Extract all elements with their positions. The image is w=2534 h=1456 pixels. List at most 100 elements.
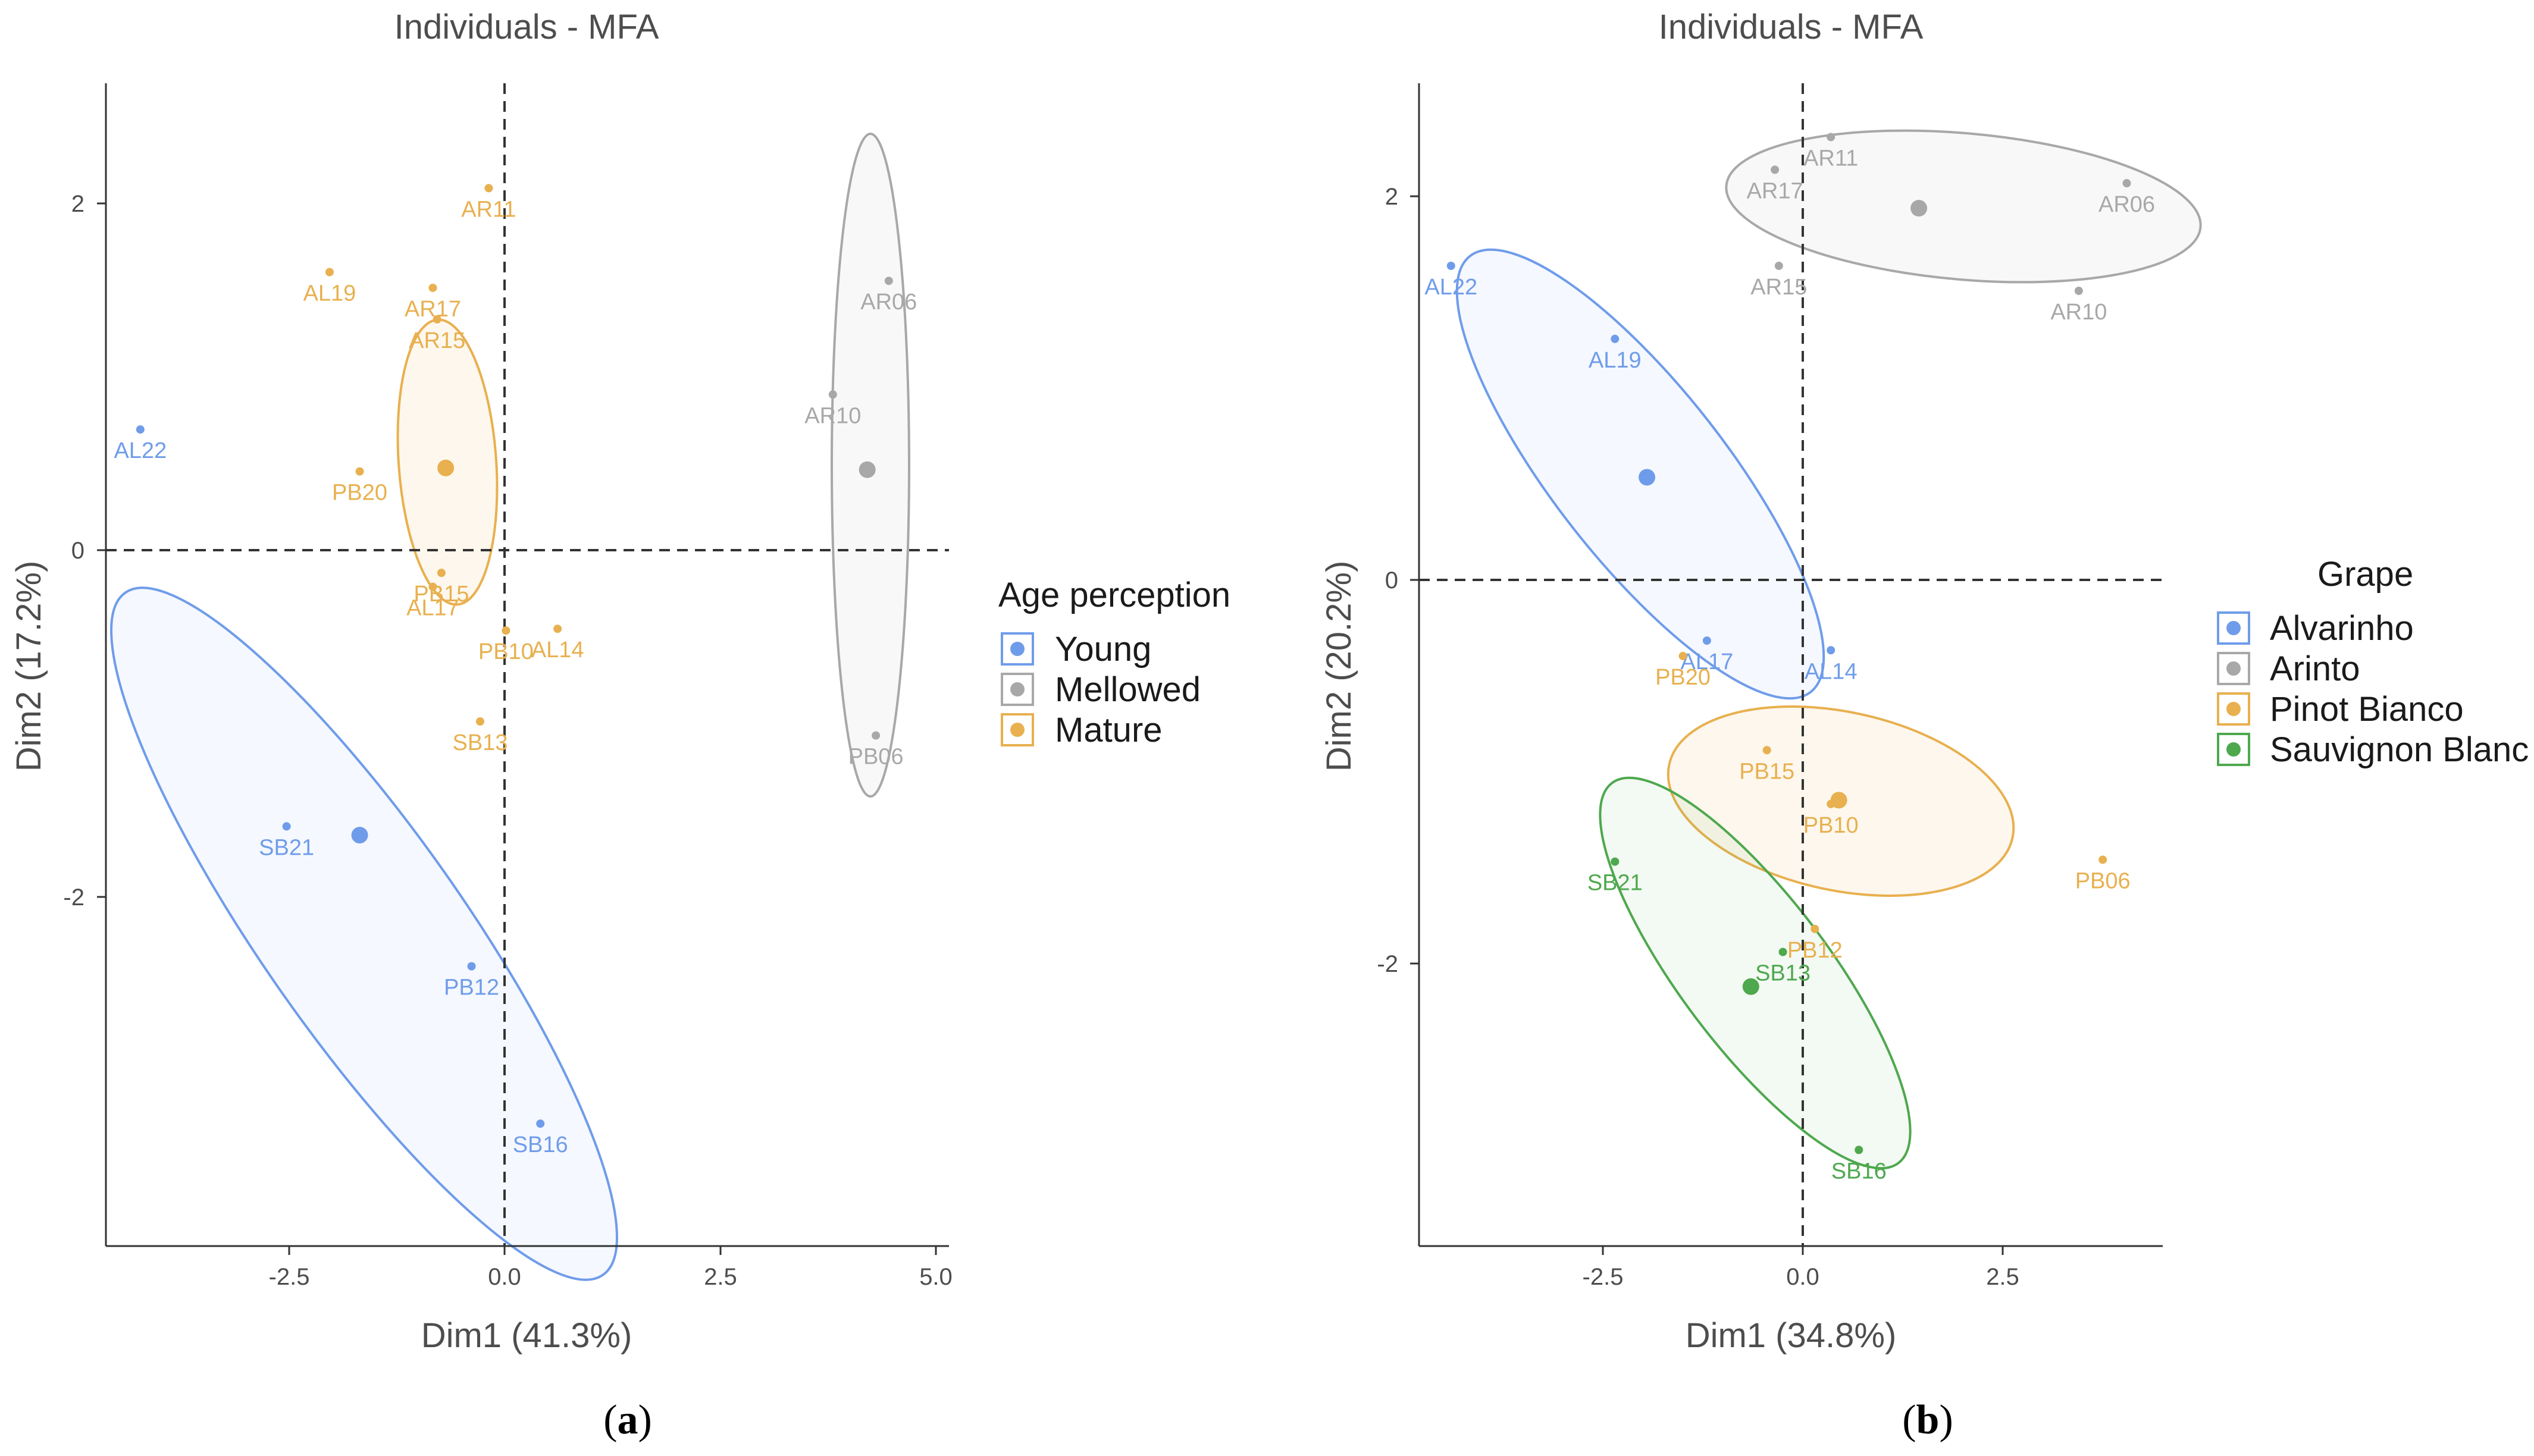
panel-caption-a: (a) [603,1397,652,1443]
point-pb10 [1827,799,1835,808]
point-al19 [1611,334,1620,343]
point-label-ar06: AR06 [2098,192,2155,217]
point-label-al22: AL22 [1424,275,1477,300]
point-ar15 [1774,261,1783,270]
y-tick-0: 0 [1385,567,1419,594]
legend-item-sauvignon-blanc: Sauvignon Blanc [2217,730,2529,769]
point-label-pb06: PB06 [848,745,904,770]
point-label-ar06: AR06 [860,290,917,315]
x-tick-label: -2.5 [1583,1264,1624,1290]
point-sb21 [1611,857,1620,866]
panel-a-chart: Individuals - MFA -2.5 0.0 2.5 5.0 2 0 -… [10,8,1230,1443]
point-sb13 [475,717,484,726]
point-label-ar17: AR17 [1747,178,1803,203]
chart-title: Individuals - MFA [1659,8,1924,46]
point-label-ar10: AR10 [2050,300,2107,325]
y-tick-neg2: -2 [1377,951,1419,977]
point-pb15 [1762,746,1771,755]
point-label-ar11: AR11 [461,197,516,222]
point-ar15 [433,315,441,324]
panel-b-chart: Individuals - MFA -2.5 0.0 2.5 2 0 -2 AL… [1320,8,2529,1443]
x-tick-2.5: 2.5 [704,1246,737,1290]
legend-title: Age perception [998,576,1230,614]
y-tick-label: 0 [1385,567,1398,594]
centroid-young [351,827,368,844]
point-label-pb12: PB12 [444,975,499,1000]
point-ar11 [1827,133,1835,142]
legend-label: Arinto [2270,649,2360,688]
legend-item-alvarinho: Alvarinho [2217,609,2414,648]
point-ar06 [884,277,893,285]
point-al19 [325,268,334,277]
point-al17 [428,582,437,591]
point-pb20 [355,467,364,476]
point-pb06 [2098,855,2107,864]
point-ar10 [2074,286,2083,295]
point-pb12 [467,962,476,971]
axes: -2.5 0.0 2.5 2 0 -2 [1377,83,2163,1290]
y-tick-label: -2 [63,884,84,911]
x-tick-2.5-neg: -2.5 [1583,1246,1624,1290]
point-label-sb21: SB21 [1587,871,1643,896]
y-tick-2: 2 [1385,184,1419,210]
point-pb20 [1678,651,1687,660]
y-tick-label: -2 [1377,951,1398,977]
point-label-ar15: AR15 [409,328,465,353]
point-label-sb13: SB13 [452,730,508,755]
point-label-pb06: PB06 [2075,868,2131,893]
point-label-ar11: AR11 [1803,146,1858,171]
point-sb21 [282,822,291,831]
point-label-al22: AL22 [114,438,167,463]
confidence-ellipses [1455,129,2202,1170]
x-tick-label: 5.0 [919,1264,953,1290]
centroid-alvarinho [1639,469,1656,486]
legend-label: Pinot Bianco [2270,690,2464,729]
x-tick-label: -2.5 [269,1264,310,1290]
point-ar11 [484,184,493,193]
y-tick-neg2: -2 [63,884,106,911]
x-tick-label: 2.5 [704,1264,737,1290]
point-label-sb16: SB16 [1831,1159,1887,1184]
y-axis-label: Dim2 (20.2%) [1320,561,1358,772]
x-tick-label: 2.5 [1986,1264,2019,1290]
point-label-pb10: PB10 [1803,813,1859,838]
point-sb16 [536,1119,545,1128]
legend-label: Alvarinho [2270,609,2414,648]
legend-item-mellowed: Mellowed [1001,670,1201,709]
point-label-sb13: SB13 [1755,961,1811,986]
point-label-pb15: PB15 [1739,759,1794,784]
centroid-arinto [1910,200,1928,217]
axes: -2.5 0.0 2.5 5.0 2 0 -2 [63,83,953,1290]
point-al17 [1702,636,1711,645]
x-tick-label: 0.0 [1786,1264,1819,1290]
point-label-sb21: SB21 [259,835,314,860]
point-label-al17: AL17 [406,596,459,621]
point-ar17 [1771,165,1780,174]
point-al22 [1446,261,1455,270]
y-axis-label: Dim2 (17.2%) [10,561,48,772]
point-pb06 [872,731,881,740]
point-label-pb12: PB12 [1787,938,1843,963]
point-label-al19: AL19 [1589,348,1642,373]
legend: Grape Alvarinho Arinto Pinot Bianco Sauv… [2217,555,2529,769]
y-tick-2: 2 [71,191,106,217]
y-tick-label: 0 [71,538,84,564]
point-label-ar15: AR15 [1750,275,1807,300]
panel-caption-b: (b) [1902,1397,1953,1443]
point-pb15 [437,569,446,578]
x-tick-0: 0.0 [488,1246,521,1290]
y-tick-label: 2 [71,191,84,217]
point-pb10 [502,626,510,635]
point-label-al17: AL17 [1680,649,1733,674]
y-tick-0: 0 [71,538,106,564]
x-axis-label: Dim1 (41.3%) [421,1316,632,1355]
point-label-al14: AL14 [1805,659,1858,684]
point-label-ar17: AR17 [405,297,461,322]
point-label-pb20: PB20 [1655,665,1711,690]
centroid-mature [437,459,455,476]
legend-item-arinto: Arinto [2217,649,2360,688]
x-tick-label: 0.0 [488,1264,521,1290]
legend-label: Sauvignon Blanc [2270,730,2529,769]
point-ar10 [828,390,837,399]
